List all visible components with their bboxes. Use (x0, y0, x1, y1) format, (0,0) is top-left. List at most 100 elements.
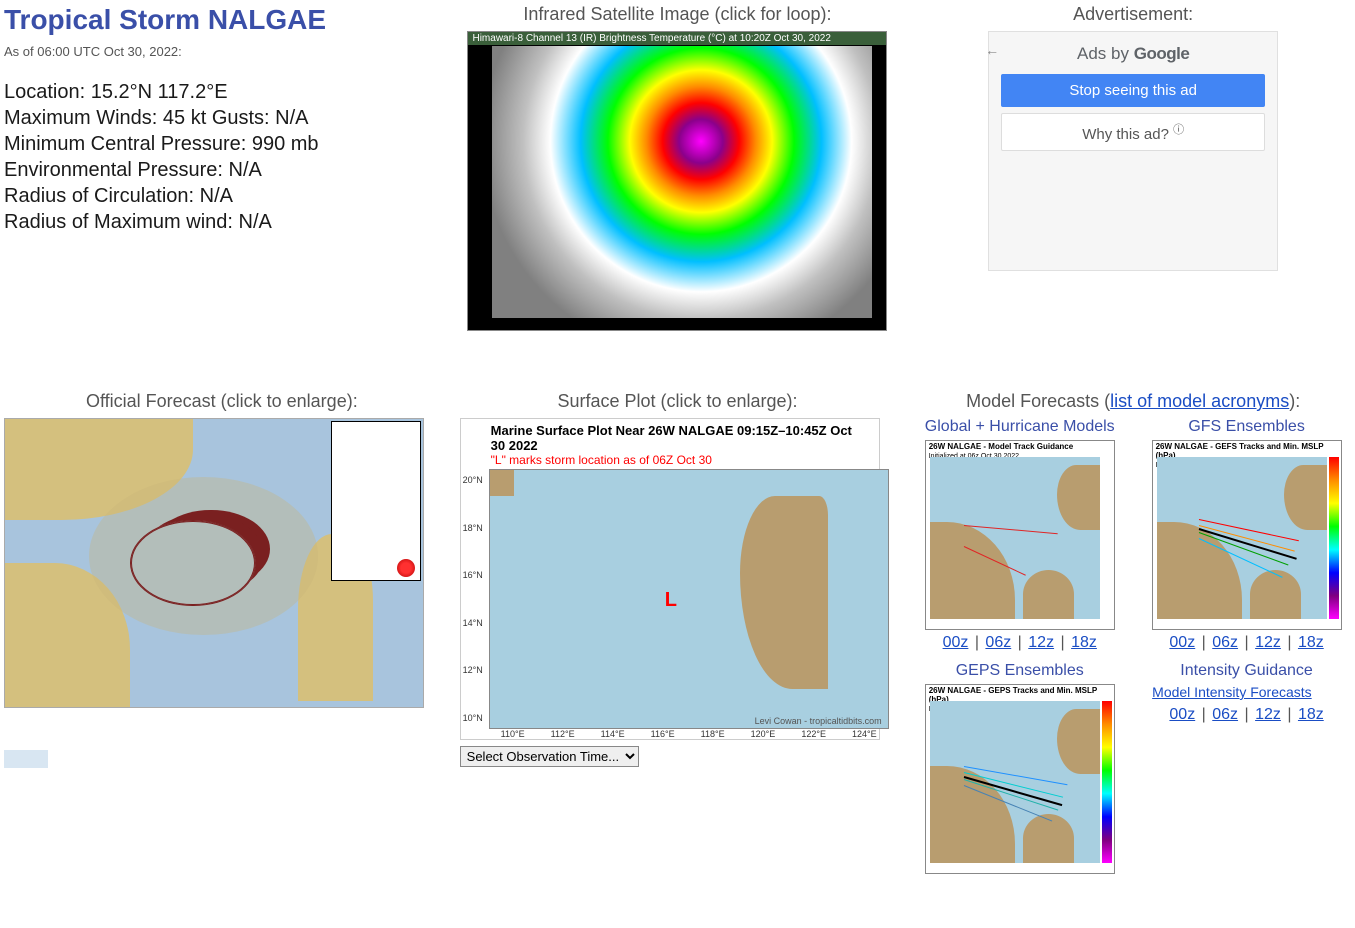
storm-max-winds: Maximum Winds: 45 kt Gusts: N/A (4, 105, 440, 131)
y-tick: 20°N (463, 475, 489, 485)
google-logo-text: Google (1134, 44, 1190, 63)
ad-header: Advertisement: (915, 4, 1351, 25)
time-link-18z[interactable]: 18z (1298, 634, 1324, 651)
surface-plot-header: Surface Plot (click to enlarge): (460, 391, 896, 412)
why-ad-label: Why this ad? (1082, 126, 1169, 143)
geps-ensembles-image[interactable]: 26W NALGAE - GEPS Tracks and Min. MSLP (… (925, 684, 1115, 874)
y-tick: 14°N (463, 618, 489, 628)
time-link-06z[interactable]: 06z (1212, 706, 1238, 723)
satellite-title-bar: Himawari-8 Channel 13 (IR) Brightness Te… (468, 32, 886, 45)
gfs-time-links: 00z | 06z | 12z | 18z (1142, 634, 1351, 652)
satellite-panel: Infrared Satellite Image (click for loop… (460, 4, 896, 331)
back-arrow-icon[interactable]: ← (985, 42, 999, 58)
satellite-header: Infrared Satellite Image (click for loop… (460, 4, 896, 25)
storm-timestamp: As of 06:00 UTC Oct 30, 2022: (4, 44, 440, 59)
model-land (1250, 570, 1301, 619)
geps-ensembles-block: GEPS Ensembles 26W NALGAE - GEPS Tracks … (915, 662, 1124, 874)
global-models-block: Global + Hurricane Models 26W NALGAE - M… (915, 418, 1124, 652)
time-link-12z[interactable]: 12z (1255, 634, 1281, 651)
model-acronyms-link[interactable]: list of model acronyms (1110, 391, 1289, 411)
stop-ad-button[interactable]: Stop seeing this ad (1001, 74, 1265, 107)
model-land (1023, 570, 1074, 619)
surface-byline: Levi Cowan - tropicaltidbits.com (755, 716, 882, 726)
official-forecast-image[interactable] (4, 418, 424, 708)
x-tick: 114°E (601, 729, 625, 739)
forecast-storm-icon (397, 559, 415, 577)
surface-map: L Levi Cowan - tropicaltidbits.com (489, 469, 889, 729)
time-link-00z[interactable]: 00z (943, 634, 969, 651)
y-tick: 10°N (463, 713, 489, 723)
satellite-ir-body (492, 46, 872, 318)
surface-x-axis: 110°E 112°E 114°E 116°E 118°E 120°E 122°… (489, 729, 889, 739)
gfs-ensembles-block: GFS Ensembles 26W NALGAE - GEFS Tracks a… (1142, 418, 1351, 652)
footer-strip (4, 750, 48, 768)
y-tick: 18°N (463, 523, 489, 533)
time-link-00z[interactable]: 00z (1169, 634, 1195, 651)
model-map (1157, 457, 1327, 619)
colorbar (1102, 701, 1112, 863)
official-forecast-header: Official Forecast (click to enlarge): (4, 391, 440, 412)
intensity-guidance-title: Intensity Guidance (1142, 662, 1351, 680)
time-link-06z[interactable]: 06z (1212, 634, 1238, 651)
geps-ensembles-title: GEPS Ensembles (915, 662, 1124, 680)
storm-env-pressure: Environmental Pressure: N/A (4, 157, 440, 183)
surface-land (490, 470, 514, 496)
model-forecasts-header: Model Forecasts (list of model acronyms)… (915, 391, 1351, 412)
x-tick: 112°E (551, 729, 575, 739)
surface-subtitle: "L" marks storm location as of 06Z Oct 3… (461, 453, 879, 469)
official-forecast-panel: Official Forecast (click to enlarge): (4, 391, 440, 874)
y-tick: 12°N (463, 665, 489, 675)
storm-location: Location: 15.2°N 117.2°E (4, 79, 440, 105)
surface-y-axis: 20°N 18°N 16°N 14°N 12°N 10°N (463, 469, 489, 729)
storm-info-panel: Tropical Storm NALGAE As of 06:00 UTC Oc… (4, 4, 440, 331)
forecast-info-box (331, 421, 421, 581)
x-tick: 110°E (501, 729, 525, 739)
info-icon: ⓘ (1173, 124, 1184, 136)
time-link-18z[interactable]: 18z (1071, 634, 1097, 651)
time-link-18z[interactable]: 18z (1298, 706, 1324, 723)
gfs-ensembles-title: GFS Ensembles (1142, 418, 1351, 436)
global-time-links: 00z | 06z | 12z | 18z (915, 634, 1124, 652)
model-map (930, 701, 1100, 863)
storm-radius-circ: Radius of Circulation: N/A (4, 183, 440, 209)
y-tick: 16°N (463, 570, 489, 580)
ad-panel: Advertisement: ← Ads by Google Stop seei… (915, 4, 1351, 331)
x-tick: 122°E (801, 729, 826, 739)
time-link-00z[interactable]: 00z (1169, 706, 1195, 723)
ads-by-google-label: Ads by Google (1001, 44, 1265, 64)
satellite-image[interactable]: Himawari-8 Channel 13 (IR) Brightness Te… (467, 31, 887, 331)
intensity-forecast-link[interactable]: Model Intensity Forecasts (1152, 684, 1312, 700)
x-tick: 118°E (701, 729, 725, 739)
ads-by-text: Ads by (1077, 44, 1129, 63)
model-land (930, 522, 1015, 619)
why-ad-button[interactable]: Why this ad? ⓘ (1001, 113, 1265, 151)
time-link-06z[interactable]: 06z (985, 634, 1011, 651)
storm-title: Tropical Storm NALGAE (4, 4, 440, 36)
storm-min-pressure: Minimum Central Pressure: 990 mb (4, 131, 440, 157)
intensity-guidance-block: Intensity Guidance Model Intensity Forec… (1142, 662, 1351, 874)
x-tick: 120°E (751, 729, 776, 739)
forecast-rings (130, 520, 255, 606)
global-models-title: Global + Hurricane Models (915, 418, 1124, 436)
model-map (930, 457, 1100, 619)
model-land (1284, 465, 1327, 530)
surface-plot-image[interactable]: Marine Surface Plot Near 26W NALGAE 09:1… (460, 418, 880, 740)
colorbar (1329, 457, 1339, 619)
storm-radius-max: Radius of Maximum wind: N/A (4, 209, 440, 235)
model-land (1057, 465, 1100, 530)
time-link-12z[interactable]: 12z (1028, 634, 1054, 651)
time-link-12z[interactable]: 12z (1255, 706, 1281, 723)
surface-title: Marine Surface Plot Near 26W NALGAE 09:1… (461, 419, 879, 453)
observation-time-select[interactable]: Select Observation Time... (460, 746, 639, 767)
gfs-ensembles-image[interactable]: 26W NALGAE - GEFS Tracks and Min. MSLP (… (1152, 440, 1342, 630)
model-header-suffix: ): (1289, 391, 1300, 411)
x-tick: 124°E (852, 729, 877, 739)
model-img-title: 26W NALGAE - Model Track Guidance (926, 441, 1114, 452)
model-land (1057, 709, 1100, 774)
global-models-image[interactable]: 26W NALGAE - Model Track Guidance Initia… (925, 440, 1115, 630)
model-header-prefix: Model Forecasts ( (966, 391, 1110, 411)
intensity-time-links: 00z | 06z | 12z | 18z (1142, 706, 1351, 724)
x-tick: 116°E (651, 729, 675, 739)
ad-block: ← Ads by Google Stop seeing this ad Why … (988, 31, 1278, 271)
model-land (1023, 814, 1074, 863)
